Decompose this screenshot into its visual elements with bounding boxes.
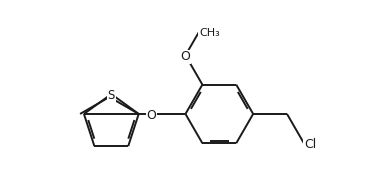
Text: CH₃: CH₃ — [199, 28, 220, 38]
Text: O: O — [147, 109, 157, 122]
Text: O: O — [180, 50, 190, 63]
Text: S: S — [108, 89, 115, 102]
Text: Cl: Cl — [304, 138, 316, 151]
